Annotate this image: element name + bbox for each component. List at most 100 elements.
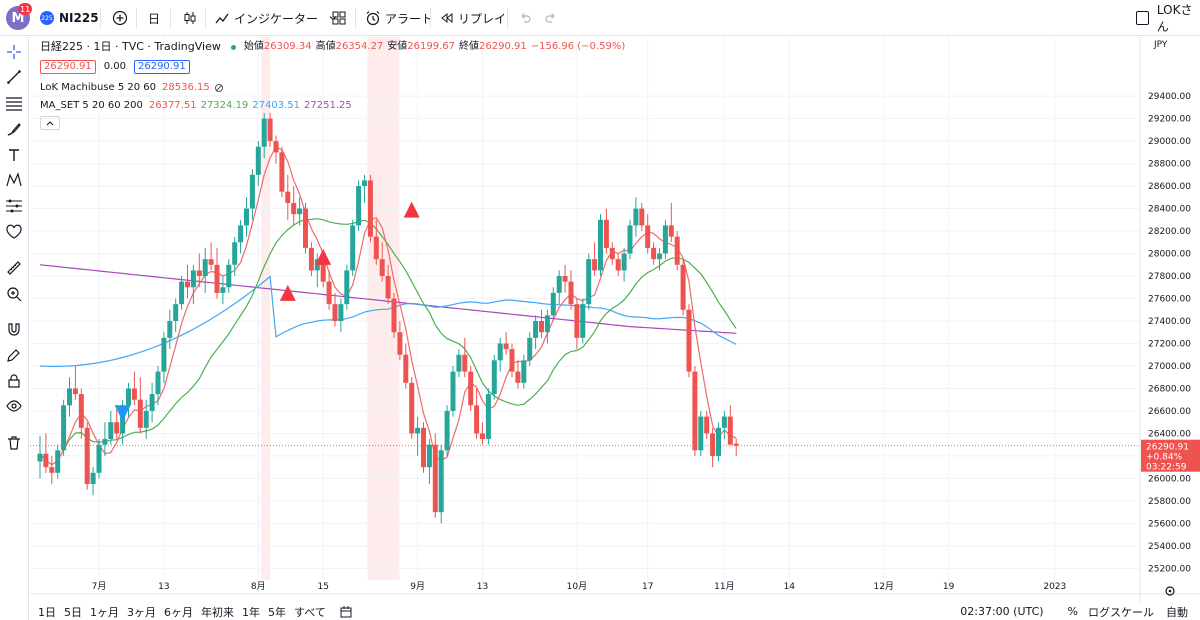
indicator-ma-name[interactable]: MA_SET 5 20 60 200 [40, 100, 143, 111]
change-value: −156.96 (−0.59%) [530, 41, 626, 52]
y-tick-label: 26400.00 [1148, 429, 1191, 439]
candle-body [84, 427, 90, 485]
lock-icon [8, 374, 20, 388]
candle-body [733, 443, 739, 446]
collapse-legend-button[interactable] [40, 116, 60, 130]
percent-toggle[interactable]: % [1067, 605, 1078, 618]
indicators-button[interactable]: インジケーター [214, 0, 338, 36]
range-button[interactable]: 3ヶ月 [127, 605, 156, 619]
brush-tool[interactable] [4, 119, 24, 139]
y-tick-label: 27600.00 [1148, 295, 1191, 305]
crosshair-icon [7, 45, 21, 59]
candle-body [527, 337, 533, 361]
candle-body [208, 259, 214, 265]
candle-body [574, 304, 580, 338]
candle-body [716, 427, 721, 456]
compare-symbol-button[interactable] [112, 0, 128, 36]
candle-body [509, 349, 515, 372]
y-tick-label: 27200.00 [1148, 339, 1191, 349]
chart-type-button[interactable] [182, 0, 198, 36]
high-value: 26354.27 [335, 41, 384, 52]
favorites-tool[interactable] [4, 222, 24, 242]
candle-body [179, 281, 185, 305]
symbol-search-button[interactable]: 225 NI225 [40, 0, 99, 36]
range-button[interactable]: 1年 [242, 605, 260, 619]
symbol-label: NI225 [59, 11, 99, 25]
utc-time[interactable]: 02:37:00 (UTC) [960, 605, 1044, 618]
candle-body [544, 315, 550, 333]
lock-tool[interactable] [4, 371, 24, 391]
drawing-toolbar [0, 37, 29, 620]
magnet-tool[interactable] [4, 319, 24, 339]
pattern-tool[interactable] [4, 170, 24, 190]
gear-hub [1168, 589, 1172, 593]
fib-tool[interactable] [4, 93, 24, 113]
ma60-line [39, 275, 737, 367]
candle-body [367, 180, 373, 237]
brush-icon [7, 123, 21, 136]
candle-body [238, 225, 244, 243]
candle-body [344, 270, 350, 305]
alert-button[interactable]: アラート [365, 0, 433, 36]
layout-templates-button[interactable] [332, 0, 346, 36]
chart-title: 日経225 · 1日 · TVC · TradingView [40, 40, 221, 53]
candle-body [55, 450, 61, 473]
range-button[interactable]: 1日 [38, 605, 56, 619]
candle-body [627, 225, 633, 254]
alarm-clock-icon [366, 11, 380, 26]
candle-body [533, 321, 539, 338]
user-checkbox[interactable] [1136, 11, 1149, 25]
ruler-icon [7, 261, 21, 275]
text-icon [9, 149, 19, 161]
sell-signal-triangle [114, 405, 131, 422]
measure-tool[interactable] [4, 258, 24, 278]
rewind-icon [441, 12, 453, 24]
candle-body [621, 253, 627, 271]
trendline-tool[interactable] [4, 67, 24, 87]
close-value: 26290.91 [479, 41, 527, 52]
candle-body [698, 416, 704, 451]
range-button[interactable]: 6ヶ月 [164, 605, 193, 619]
y-tick-label: 28800.00 [1148, 160, 1191, 170]
candle-body [332, 304, 338, 321]
replay-button[interactable]: リプレイ [440, 0, 506, 36]
y-tick-label: 25400.00 [1148, 542, 1191, 552]
range-button[interactable]: 5年 [268, 605, 286, 619]
candle-body [196, 270, 202, 277]
goto-date-icon[interactable] [340, 605, 354, 618]
indicator-lok-name[interactable]: LoK Machibuse 5 20 60 [40, 82, 157, 93]
chevron-up-icon [46, 121, 54, 126]
candle-body [721, 416, 727, 428]
user-menu[interactable]: LOKさん [1136, 0, 1200, 36]
candle-body [244, 208, 249, 226]
candle-body [297, 208, 303, 215]
prediction-tool[interactable] [4, 196, 24, 216]
price-chart[interactable]: 29400.00 29200.00 29000.00 28800.00 28600.00… [30, 37, 1200, 603]
sell-price-box[interactable]: 26290.91 [40, 60, 96, 74]
candle-body [255, 146, 261, 175]
crosshair-tool[interactable] [4, 42, 24, 62]
range-button[interactable]: 1ヶ月 [90, 605, 119, 619]
zoom-tool[interactable] [4, 284, 24, 304]
y-tick-label: 28200.00 [1148, 227, 1191, 237]
interval-button[interactable]: 日 [148, 11, 161, 26]
auto-scale-toggle[interactable]: 自動 [1166, 605, 1188, 619]
text-tool[interactable] [4, 145, 24, 165]
delete-tool[interactable] [4, 433, 24, 453]
hide-tool[interactable] [4, 396, 24, 416]
hidden-eye-icon[interactable] [214, 83, 224, 93]
undo-icon [521, 13, 531, 23]
undo-button[interactable] [518, 0, 532, 36]
candle-body [668, 225, 674, 237]
log-scale-toggle[interactable]: ログスケール [1088, 605, 1154, 619]
ma20-line [39, 218, 737, 466]
redo-button[interactable] [544, 0, 558, 36]
x-tick-label: 13 [477, 582, 488, 592]
candle-body [232, 242, 238, 265]
range-button[interactable]: すべて [294, 605, 326, 619]
candle-body [556, 276, 562, 293]
range-button[interactable]: 5日 [64, 605, 82, 619]
buy-price-box[interactable]: 26290.91 [133, 60, 190, 74]
range-button[interactable]: 年初来 [201, 605, 234, 619]
lock-draw-tool[interactable] [4, 345, 24, 365]
